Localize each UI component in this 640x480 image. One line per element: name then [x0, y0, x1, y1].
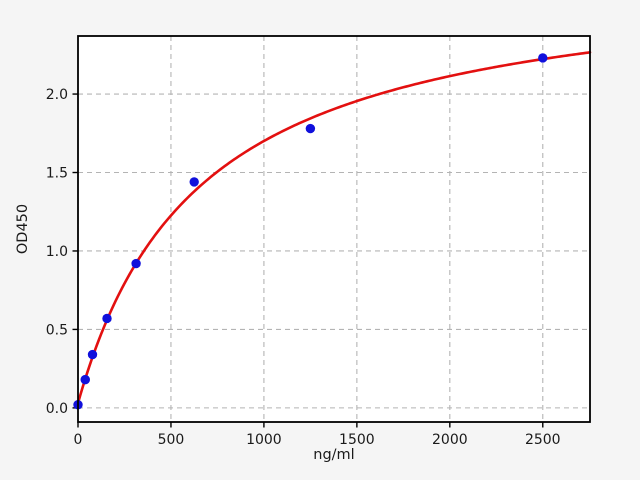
x-tick-label-1000: 1000	[246, 432, 282, 448]
fit-curve-line	[76, 51, 592, 405]
data-point-5	[189, 177, 199, 187]
data-point-6	[305, 123, 316, 134]
data-points-layer	[73, 53, 548, 410]
x-axis-label: ng/ml	[313, 447, 354, 463]
x-tick-label-0: 0	[74, 432, 83, 448]
data-point-2	[87, 349, 98, 360]
data-point-1	[80, 374, 90, 385]
plot-area	[78, 36, 590, 422]
y-tick-label-1: 1.0	[46, 244, 68, 260]
y-tick-label-2: 2.0	[46, 87, 68, 103]
y-tick-label-0: 0.0	[46, 401, 68, 417]
x-tick-label-1500: 1500	[339, 432, 375, 448]
tick-marks-layer	[72, 93, 544, 428]
y-tick-label-1.5: 1.5	[46, 166, 68, 182]
tick-labels-layer: 0 500 1000 1500 2000 2500 0.0 0.5 1.0 1.5 2.0	[46, 87, 561, 448]
x-tick-label-500: 500	[158, 432, 185, 448]
y-axis-label: OD450	[15, 204, 31, 254]
data-point-4	[131, 258, 141, 269]
x-tick-label-2000: 2000	[432, 432, 468, 448]
x-tick-label-2500: 2500	[525, 432, 561, 448]
axes-spines	[77, 35, 591, 423]
data-point-3	[102, 313, 112, 324]
data-point-7	[538, 53, 548, 63]
y-tick-label-0.5: 0.5	[46, 322, 68, 338]
